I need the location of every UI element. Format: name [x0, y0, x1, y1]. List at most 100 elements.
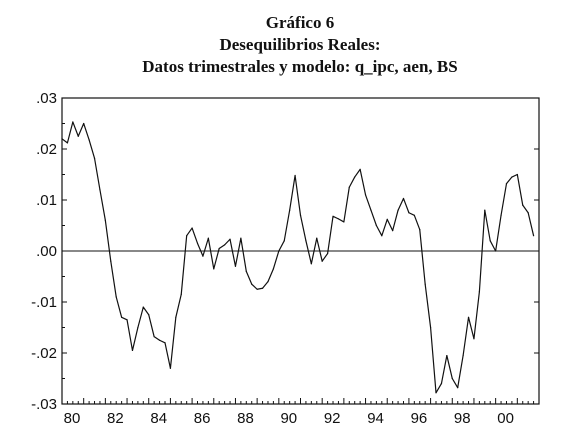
data-point [402, 197, 405, 200]
data-point [424, 283, 426, 285]
data-point [153, 336, 155, 338]
data-point [180, 293, 182, 295]
data-point [364, 194, 367, 196]
data-point [164, 342, 166, 344]
data-point [93, 157, 96, 159]
y-tick-label: -.02 [31, 345, 57, 362]
data-point [99, 189, 101, 191]
data-point [354, 176, 356, 178]
data-point [272, 268, 274, 270]
data-point [321, 260, 323, 262]
x-tick-label: 84 [150, 410, 167, 427]
chart-subtitle: Datos trimestrales y modelo: q_ipc, aen,… [142, 57, 458, 76]
x-tick-label: 00 [497, 410, 514, 427]
data-point [408, 212, 410, 214]
data-point [131, 349, 134, 352]
data-point [370, 209, 372, 211]
data-point [522, 204, 524, 206]
data-point [316, 237, 318, 239]
data-point [348, 186, 350, 188]
data-point [462, 354, 464, 357]
data-point [505, 183, 508, 185]
data-point [175, 316, 177, 318]
x-tick-label: 88 [237, 410, 254, 427]
data-point [240, 237, 242, 239]
x-tick-label: 94 [367, 410, 384, 427]
data-point [218, 247, 220, 250]
data-point [169, 367, 172, 369]
chart-heading-number: Gráfico 6 [265, 13, 335, 32]
series-line [61, 121, 535, 394]
data-point [207, 237, 209, 239]
x-tick-label: 86 [194, 410, 211, 427]
data-point [245, 270, 247, 272]
data-point [234, 265, 237, 267]
x-tick-label: 82 [107, 410, 124, 427]
data-point [251, 283, 253, 285]
data-point [446, 354, 448, 357]
data-point [267, 281, 269, 283]
x-tick-label: 90 [280, 410, 297, 427]
y-tick-label: .00 [36, 243, 57, 260]
data-point [310, 263, 312, 265]
data-point [467, 316, 470, 318]
y-tick-label: .03 [36, 90, 57, 107]
data-point [440, 383, 443, 385]
data-point [229, 238, 231, 240]
data-point [386, 218, 388, 220]
y-tick-label: -.01 [31, 294, 57, 311]
data-point [392, 230, 394, 232]
data-point [289, 209, 291, 211]
data-point [196, 242, 199, 244]
data-point [484, 209, 486, 211]
data-point [375, 224, 377, 227]
x-tick-label: 92 [324, 410, 341, 427]
series-group [61, 121, 535, 394]
data-point [77, 135, 79, 137]
data-point [337, 218, 340, 220]
data-point [72, 121, 74, 123]
data-point [66, 142, 69, 144]
x-tick-label: 96 [411, 410, 428, 427]
data-point [61, 138, 63, 140]
data-point [191, 227, 193, 229]
data-point [413, 214, 415, 216]
data-point [500, 214, 502, 216]
x-axis: 80 82 84 86 88 90 92 94 96 98 00 [61, 398, 540, 427]
data-point [261, 287, 264, 289]
data-point [451, 377, 453, 380]
data-point [305, 240, 307, 242]
data-point [256, 288, 258, 290]
data-point [359, 168, 361, 170]
data-point [473, 338, 475, 340]
data-point [299, 214, 302, 216]
data-point [532, 235, 535, 237]
data-point [495, 250, 497, 252]
data-point [121, 316, 123, 318]
data-point [224, 244, 226, 246]
data-point [489, 240, 491, 242]
data-point [158, 339, 161, 341]
data-point [332, 215, 334, 217]
data-point [327, 252, 329, 255]
data-point [478, 291, 480, 293]
y-tick-label: -.03 [31, 396, 57, 413]
data-point [429, 326, 432, 329]
data-point [148, 314, 150, 316]
x-tick-label: 80 [64, 410, 81, 427]
x-tick-label: 98 [454, 410, 471, 427]
data-point [126, 319, 128, 321]
y-axis: .03 .02 .01 .00 -.01 -.02 -.03 [31, 90, 539, 413]
data-point [343, 221, 345, 223]
data-point [142, 306, 144, 308]
data-point [419, 228, 421, 231]
data-point [511, 176, 513, 178]
data-point [115, 296, 117, 298]
data-point [283, 240, 285, 242]
data-point [137, 326, 139, 329]
data-point [202, 255, 204, 257]
data-point [397, 209, 399, 211]
y-tick-label: .02 [36, 141, 57, 158]
y-tick-label: .01 [36, 192, 57, 209]
